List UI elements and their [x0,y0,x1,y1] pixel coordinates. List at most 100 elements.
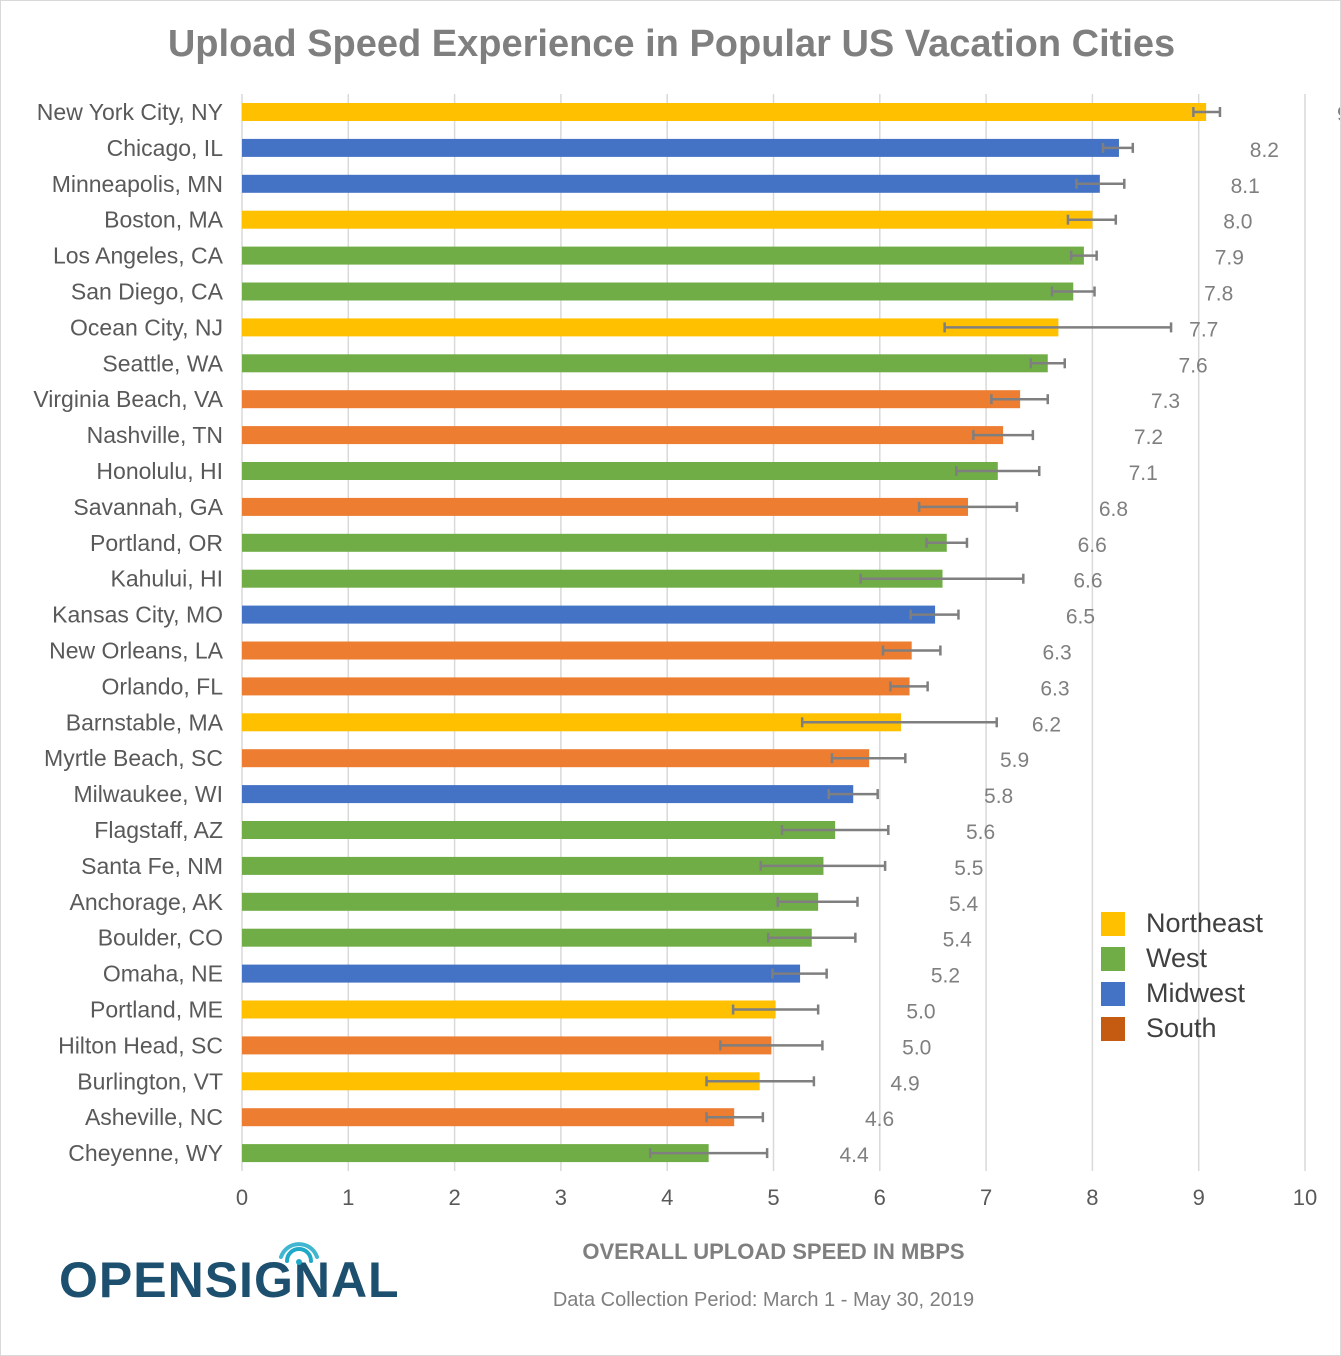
value-label-seattle-wa: 7.6 [1179,354,1208,377]
category-label-boston-ma: Boston, MA [104,207,224,233]
x-tick-label-8: 8 [1086,1185,1098,1210]
category-label-new-orleans-la: New Orleans, LA [49,638,224,664]
value-label-new-york-city-ny: 9.1 [1337,103,1341,126]
category-label-kansas-city-mo: Kansas City, MO [52,602,223,628]
error-bar-kahului-hi [859,573,1025,584]
gridlines [241,94,1306,1171]
error-bar-myrtle-beach-sc [830,753,907,764]
x-tick-label-6: 6 [874,1185,886,1210]
legend-swatch-midwest [1101,981,1125,1006]
legend-swatch-northeast [1101,911,1125,936]
value-label-omaha-ne: 5.2 [931,965,960,988]
error-bar-anchorage-ak [776,896,859,907]
value-label-flagstaff-az: 5.6 [966,821,995,844]
bar-cheyenne-wy [242,1144,709,1163]
error-bar-nashville-tn [972,430,1035,441]
value-label-ocean-city-nj: 7.7 [1189,318,1218,341]
category-label-anchorage-ak: Anchorage, AK [70,889,224,915]
category-label-savannah-ga: Savannah, GA [73,494,223,520]
legend-swatch-west [1101,946,1125,971]
legend-item-northeast: Northeast [1101,906,1263,941]
category-label-minneapolis-mn: Minneapolis, MN [52,171,223,197]
error-bar-kansas-city-mo [909,609,960,620]
value-label-myrtle-beach-sc: 5.9 [1000,749,1029,772]
legend-label-midwest: Midwest [1146,978,1246,1008]
category-label-portland-or: Portland, OR [90,530,223,556]
category-label-boulder-co: Boulder, CO [98,925,223,951]
error-bar-new-york-city-ny [1192,107,1222,117]
category-label-flagstaff-az: Flagstaff, AZ [94,817,223,843]
category-label-honolulu-hi: Honolulu, HI [96,458,223,484]
error-bar-hilton-head-sc [719,1040,824,1051]
bar-virginia-beach-va [242,390,1021,409]
x-tick-labels: 0 1 2 3 4 5 6 7 8 9 10 [236,1185,1317,1210]
bar-honolulu-hi [242,462,998,480]
error-bar-chicago-il [1101,142,1135,153]
bar-orlando-fl [242,677,910,696]
bars [242,103,1207,1163]
value-label-barnstable-ma: 6.2 [1032,713,1061,736]
x-tick-label-1: 1 [342,1185,354,1210]
error-bar-flagstaff-az [780,825,890,835]
bar-portland-or [242,533,947,552]
category-label-cheyenne-wy: Cheyenne, WY [68,1140,223,1166]
category-label-barnstable-ma: Barnstable, MA [66,709,224,735]
value-label-anchorage-ak: 5.4 [949,893,979,916]
x-tick-label-2: 2 [448,1185,460,1210]
bar-hilton-head-sc [242,1036,772,1055]
x-tick-label-7: 7 [980,1185,992,1210]
bar-portland-me [242,1000,776,1019]
bar-chicago-il [242,138,1119,157]
bar-flagstaff-az [242,821,836,839]
error-bar-burlington-vt [705,1076,816,1087]
category-label-myrtle-beach-sc: Myrtle Beach, SC [44,745,223,771]
opensignal-logo: OPENSIGNAL [59,1239,404,1309]
category-label-milwaukee-wi: Milwaukee, WI [73,781,223,807]
value-labels: 9.1 8.2 8.1 8.0 7.9 7.8 7.7 7.6 7.3 7.2 7.16.8 6.6 6… [839,103,1341,1167]
bar-burlington-vt [242,1072,760,1091]
category-label-new-york-city-ny: New York City, NY [37,99,223,125]
error-bar-savannah-ga [917,501,1019,512]
bar-nashville-tn [242,426,1004,445]
value-label-portland-me: 5.0 [906,1001,935,1024]
x-axis-title: OVERALL UPLOAD SPEED IN MBPS [582,1239,965,1264]
error-bar-orlando-fl [889,681,929,692]
error-bar-ocean-city-nj [943,322,1173,333]
value-label-hilton-head-sc: 5.0 [902,1036,931,1059]
value-label-orlando-fl: 6.3 [1040,677,1069,700]
legend-item-midwest: Midwest [1101,976,1263,1011]
bar-boulder-co [242,928,812,947]
bar-asheville-nc [242,1108,735,1127]
bar-minneapolis-mn [242,174,1100,193]
category-label-santa-fe-nm: Santa Fe, NM [81,853,223,879]
legend-item-west: West [1101,941,1263,976]
legend-label-northeast: Northeast [1146,908,1264,938]
error-bar-cheyenne-wy [648,1148,769,1159]
error-bar-virginia-beach-va [990,394,1050,405]
category-label-los-angeles-ca: Los Angeles, CA [53,243,224,269]
bar-santa-fe-nm [242,856,824,875]
x-tick-label-0: 0 [236,1185,248,1210]
category-label-asheville-nc: Asheville, NC [85,1104,223,1130]
category-label-burlington-vt: Burlington, VT [77,1068,223,1094]
error-bar-seattle-wa [1029,358,1067,369]
category-label-orlando-fl: Orlando, FL [102,673,224,699]
value-label-milwaukee-wi: 5.8 [984,785,1013,808]
error-bar-boulder-co [766,932,857,943]
signal-waves-icon [279,1242,319,1265]
x-tick-label-10: 10 [1293,1185,1317,1210]
value-label-chicago-il: 8.2 [1250,139,1279,162]
category-label-seattle-wa: Seattle, WA [102,350,223,376]
error-bar-omaha-ne [771,968,828,979]
bar-ocean-city-nj [242,318,1059,337]
error-bars [648,107,1222,1159]
bar-savannah-ga [242,497,969,516]
x-tick-label-9: 9 [1193,1185,1205,1210]
error-bar-san-diego-ca [1050,286,1096,297]
bar-seattle-wa [242,354,1048,373]
x-tick-label-4: 4 [661,1185,673,1210]
bar-new-orleans-la [242,641,912,660]
category-label-san-diego-ca: San Diego, CA [71,279,224,305]
error-bar-los-angeles-ca [1069,250,1098,261]
